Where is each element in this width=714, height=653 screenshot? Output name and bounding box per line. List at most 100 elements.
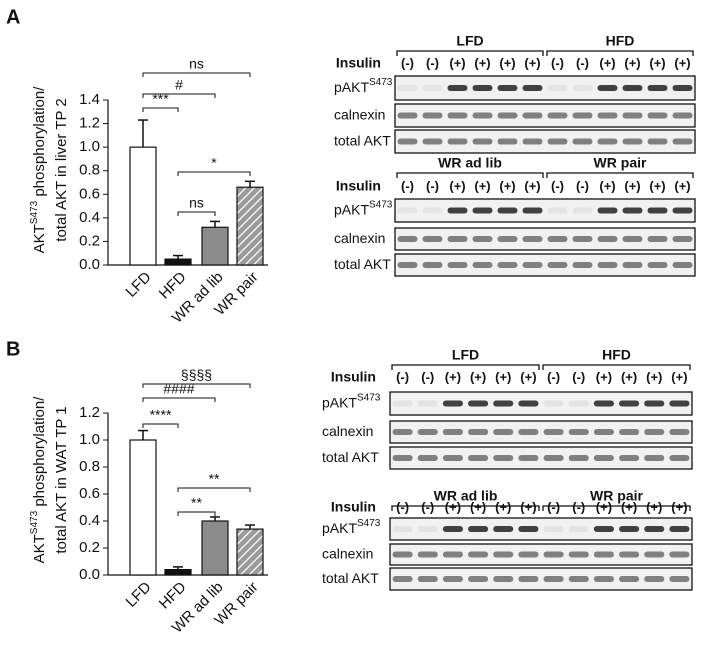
row-label-text: total AKT [322,570,379,586]
y-tick-label: 0.6 [79,185,100,202]
insulin-state: (+) [649,55,665,70]
insulin-state: (+) [470,369,486,384]
insulin-state: (+) [646,369,662,384]
band [644,576,665,582]
row-label: total AKT [334,132,391,148]
row-label-text: pAKT [322,394,357,410]
y-axis-label: AKTS473 phosphorylation/ [29,86,48,254]
insulin-label: Insulin [331,369,376,385]
band [647,236,668,242]
band [597,236,618,242]
band [397,262,418,268]
band [397,112,418,119]
band [493,551,514,558]
band [647,207,668,214]
blot-strip [394,198,696,223]
significance-label: **** [150,407,172,423]
group-bracket [396,50,544,56]
band [522,207,543,214]
insulin-state: (-) [426,55,439,70]
insulin-state: (+) [445,369,461,384]
band [447,112,468,119]
band [622,138,643,145]
row-label: calnexin [322,423,373,439]
band [543,551,564,558]
insulin-state: (-) [551,55,564,70]
band [572,236,593,242]
bar [164,258,192,266]
band [543,576,564,582]
band [417,429,438,435]
band [622,262,643,268]
band [647,138,668,145]
insulin-state: (+) [520,499,536,514]
band [622,112,643,119]
band [468,526,489,532]
insulin-state: (+) [624,178,640,193]
band [417,400,438,407]
band [672,138,693,145]
row-label: calnexin [334,230,385,246]
bar [164,568,192,576]
insulin-label: Insulin [336,178,381,194]
band [392,429,413,435]
blot-strip [394,75,696,101]
band [543,429,564,435]
band [518,455,539,461]
significance-label: #### [163,381,194,397]
band [472,236,493,242]
y-tick-label: 0.8 [79,458,100,475]
band [593,526,614,532]
significance-bracket [142,107,179,112]
band [669,400,690,407]
band [397,138,418,145]
band [497,236,518,242]
band [472,138,493,145]
band [568,455,589,461]
band [493,400,514,407]
row-label: total AKT [334,256,391,272]
insulin-state: (+) [449,178,465,193]
band [572,85,593,91]
significance-bracket [177,211,216,216]
band [518,551,539,558]
band [392,526,413,532]
group-bracket [396,172,544,178]
row-label: calnexin [334,106,385,122]
band [417,576,438,582]
band [568,429,589,435]
insulin-state: (+) [624,55,640,70]
y-label-part: AKT [31,534,48,563]
band [417,551,438,558]
band [493,455,514,461]
band [622,85,643,91]
group-label: LFD [456,33,483,49]
insulin-state: (-) [396,369,409,384]
group-bracket [546,50,694,56]
row-label-sup: S473 [369,77,393,88]
band [547,112,568,119]
band [522,85,543,91]
group-label: HFD [602,347,631,363]
band [447,207,468,214]
y-label-part: AKT [31,224,48,253]
row-label: pAKTS473 [322,518,381,536]
row-label: pAKTS473 [334,199,393,217]
band [493,429,514,435]
band [547,207,568,214]
band [669,526,690,532]
blot-strip [389,420,693,444]
y-tick-label: 0.8 [79,162,100,179]
band [522,112,543,119]
insulin-state: (+) [495,499,511,514]
band [647,85,668,91]
group-bracket [546,172,694,178]
band [619,429,640,435]
band [447,262,468,268]
band [547,85,568,91]
band [647,262,668,268]
y-axis-label: total AKT in liver TP 2 [53,98,70,241]
group-label: WR ad lib [434,488,498,504]
band [572,138,593,145]
